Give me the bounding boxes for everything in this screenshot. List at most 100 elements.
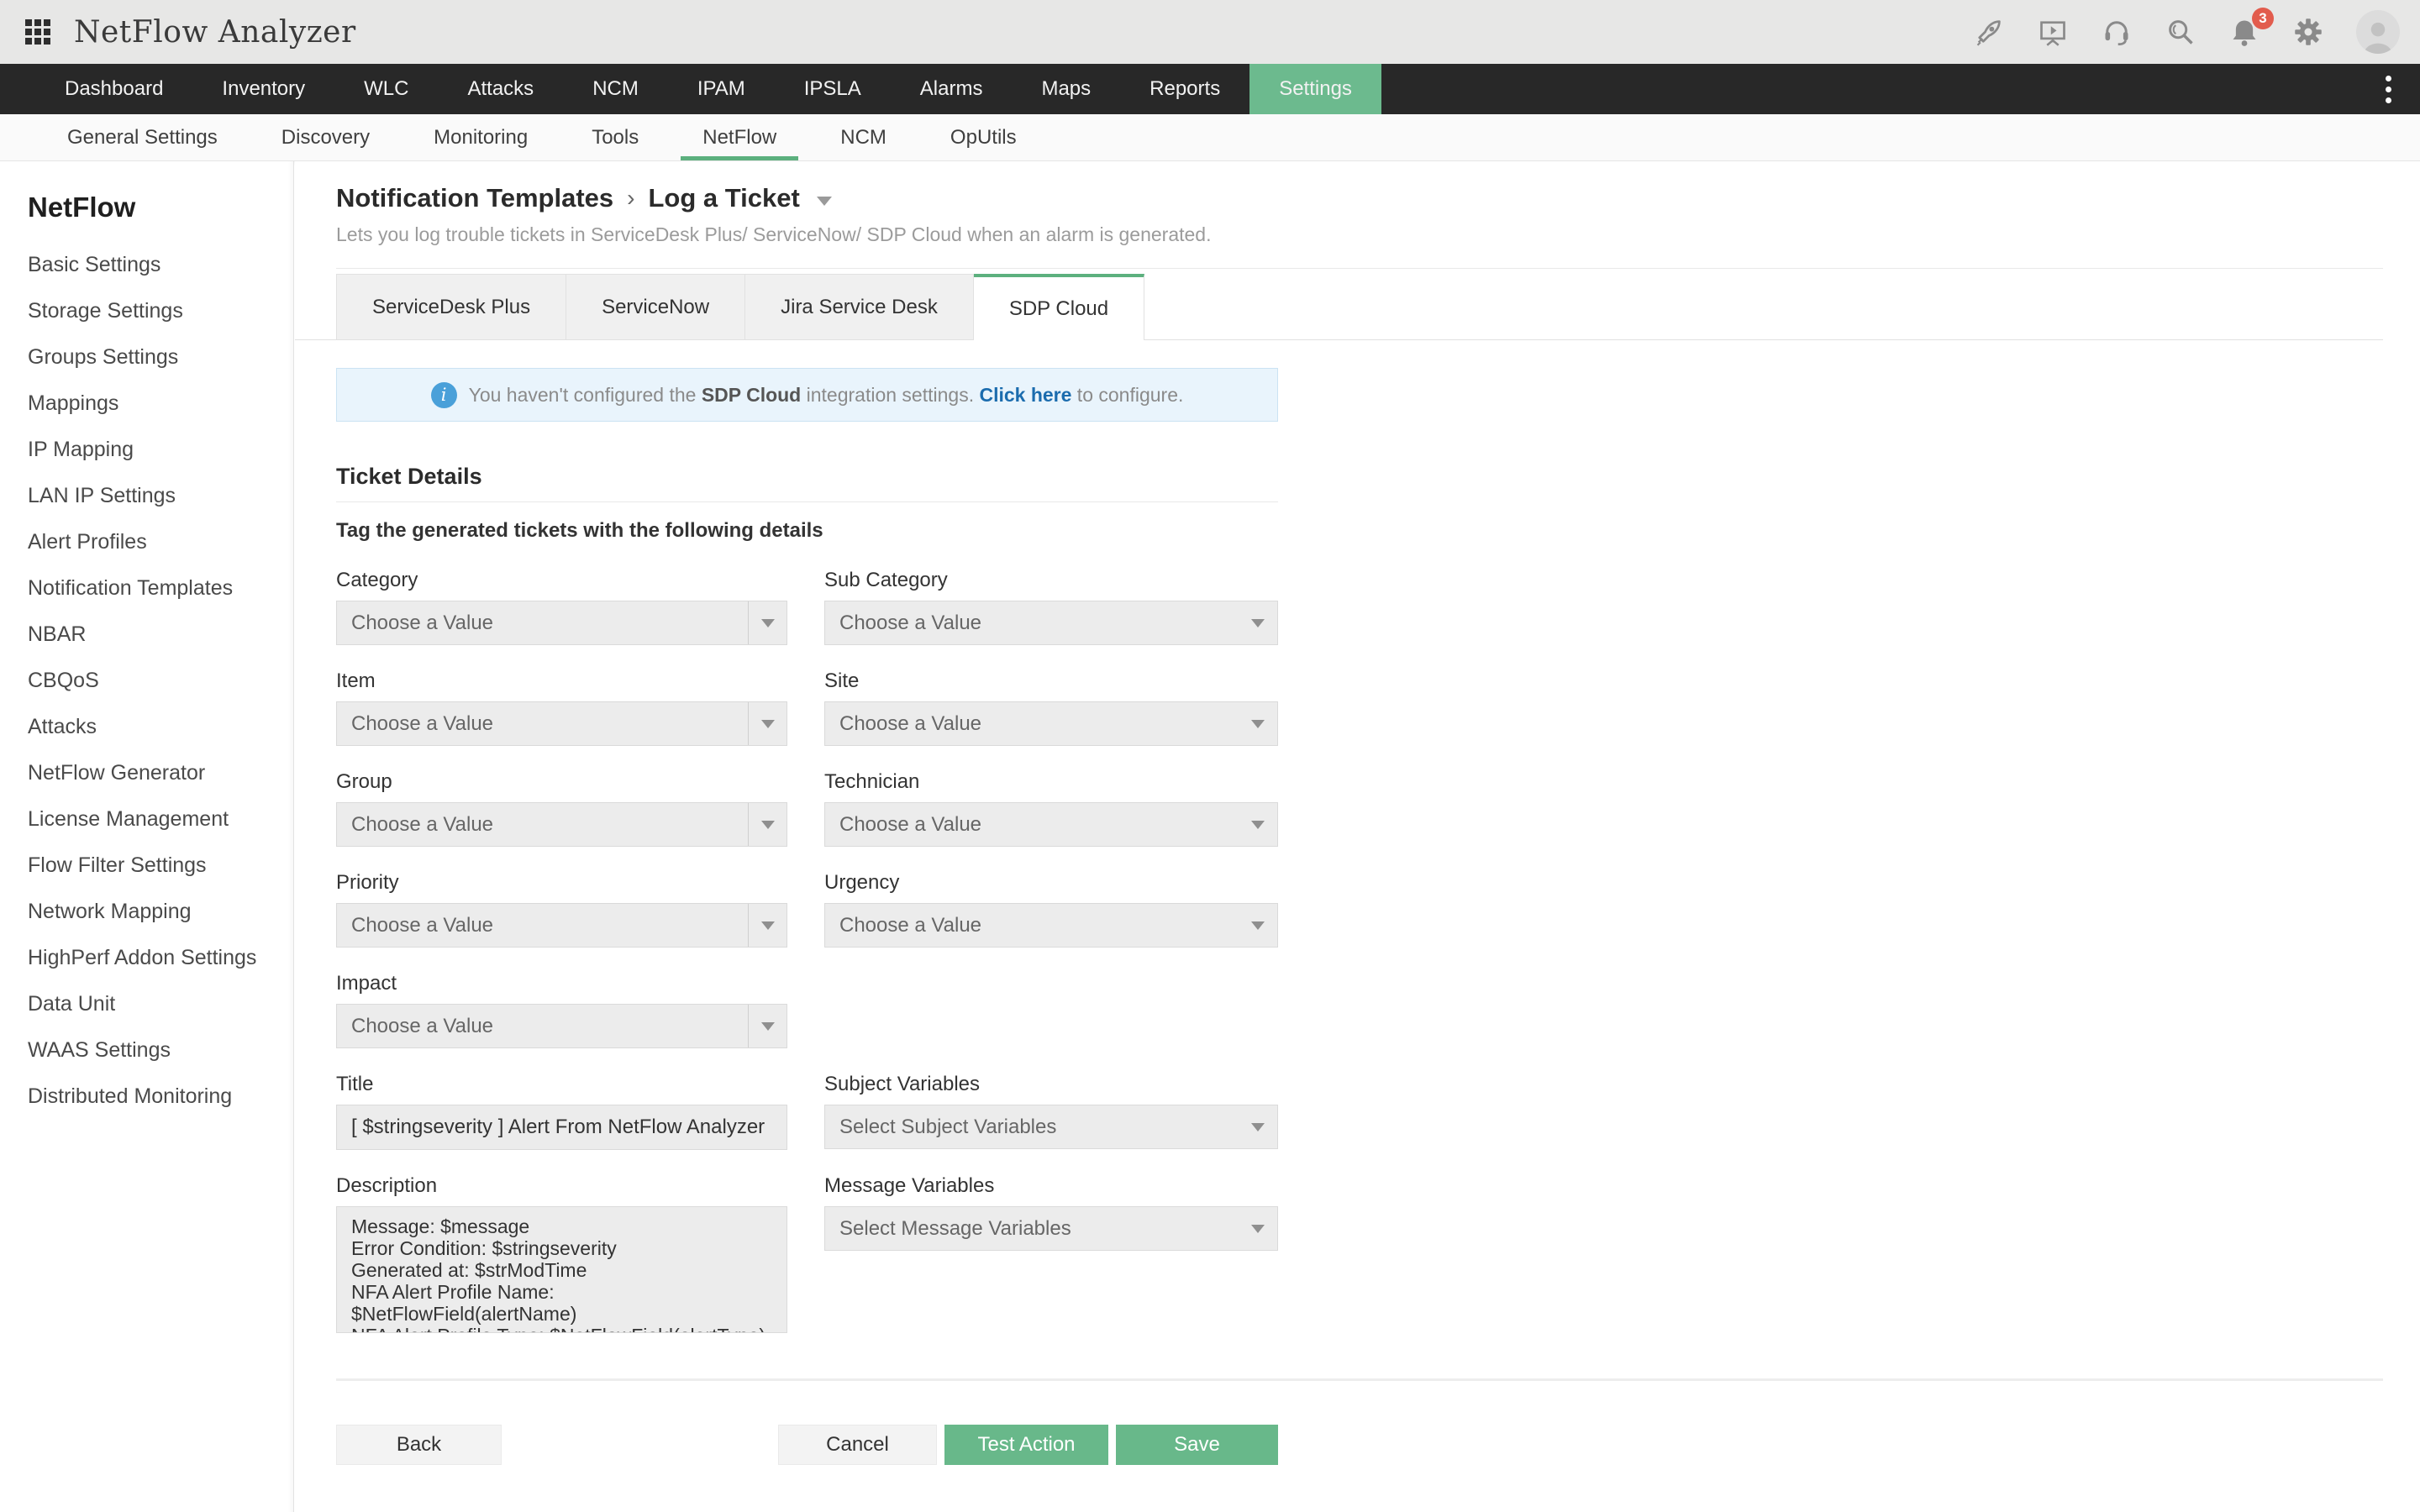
sidebar-item-cbqos[interactable]: CBQoS	[28, 669, 99, 692]
nav-reports[interactable]: Reports	[1150, 77, 1221, 100]
urgency-select[interactable]: Choose a Value	[824, 903, 1278, 948]
title-input[interactable]	[336, 1105, 787, 1150]
nav-ncm[interactable]: NCM	[592, 77, 639, 100]
sidebar-item-alert-profiles[interactable]: Alert Profiles	[28, 530, 147, 554]
subnav-tools[interactable]: Tools	[592, 125, 639, 149]
rocket-icon[interactable]	[1973, 16, 2005, 48]
subnav-monitoring[interactable]: Monitoring	[434, 125, 529, 149]
nav-ipsla[interactable]: IPSLA	[803, 77, 861, 100]
chevron-down-icon[interactable]	[816, 196, 832, 206]
item-select-value: Choose a Value	[351, 711, 494, 735]
dropdown-arrow-icon	[748, 803, 786, 846]
subject-variables-label: Subject Variables	[824, 1073, 980, 1095]
main-nav: Dashboard Inventory WLC Attacks NCM IPAM…	[0, 64, 2420, 114]
sidebar-item-notification-templates[interactable]: Notification Templates	[28, 576, 234, 600]
item-select[interactable]: Choose a Value	[336, 701, 787, 746]
sidebar-item-data-unit[interactable]: Data Unit	[28, 992, 116, 1016]
subnav-ncm[interactable]: NCM	[840, 125, 886, 149]
save-button[interactable]: Save	[1116, 1425, 1278, 1465]
sidebar-item-netflow-generator[interactable]: NetFlow Generator	[28, 761, 206, 785]
technician-label: Technician	[824, 770, 920, 793]
sidebar-item-waas-settings[interactable]: WAAS Settings	[28, 1038, 171, 1062]
dropdown-arrow-icon	[1239, 803, 1277, 846]
user-avatar[interactable]	[2356, 10, 2400, 54]
sidebar-item-distributed-monitoring[interactable]: Distributed Monitoring	[28, 1084, 233, 1108]
support-headset-icon[interactable]	[2101, 16, 2133, 48]
kebab-menu-icon[interactable]	[2371, 64, 2405, 114]
cancel-button[interactable]: Cancel	[778, 1425, 937, 1465]
app-header: NetFlow Analyzer 3	[0, 0, 2420, 64]
sidebar-item-storage-settings[interactable]: Storage Settings	[28, 299, 183, 323]
site-label: Site	[824, 669, 860, 692]
tab-servicedesk-plus[interactable]: ServiceDesk Plus	[336, 274, 567, 339]
sidebar-item-mappings[interactable]: Mappings	[28, 391, 119, 415]
nav-dashboard[interactable]: Dashboard	[65, 77, 164, 100]
subject-variables-select[interactable]: Select Subject Variables	[824, 1105, 1278, 1149]
category-label: Category	[336, 569, 418, 591]
breadcrumb-parent[interactable]: Notification Templates	[336, 183, 614, 213]
subnav-discovery[interactable]: Discovery	[281, 125, 371, 149]
info-icon: i	[430, 381, 457, 408]
breadcrumb: Notification Templates › Log a Ticket	[336, 183, 2383, 213]
sidebar-item-highperf-addon-settings[interactable]: HighPerf Addon Settings	[28, 946, 257, 969]
back-button[interactable]: Back	[336, 1425, 502, 1465]
message-variables-value: Select Message Variables	[839, 1216, 1071, 1240]
sidebar-item-license-management[interactable]: License Management	[28, 807, 229, 831]
nav-attacks[interactable]: Attacks	[467, 77, 534, 100]
sidebar-item-network-mapping[interactable]: Network Mapping	[28, 900, 192, 923]
nav-ipam[interactable]: IPAM	[697, 77, 745, 100]
notification-bell-icon[interactable]: 3	[2228, 8, 2274, 48]
subnav-netflow[interactable]: NetFlow	[671, 114, 808, 160]
sidebar-item-basic-settings[interactable]: Basic Settings	[28, 253, 161, 276]
title-label: Title	[336, 1073, 374, 1095]
priority-select-value: Choose a Value	[351, 913, 494, 937]
tab-servicenow[interactable]: ServiceNow	[566, 274, 746, 339]
message-variables-select[interactable]: Select Message Variables	[824, 1206, 1278, 1251]
sidebar-item-groups-settings[interactable]: Groups Settings	[28, 345, 179, 369]
settings-gear-icon[interactable]	[2292, 16, 2324, 48]
settings-subnav: General Settings Discovery Monitoring To…	[0, 114, 2420, 161]
notification-badge: 3	[2252, 8, 2274, 29]
page-title: Log a Ticket	[648, 183, 800, 213]
urgency-select-value: Choose a Value	[839, 913, 982, 937]
subcategory-label: Sub Category	[824, 569, 948, 591]
nav-settings[interactable]: Settings	[1249, 64, 1381, 114]
subcategory-select[interactable]: Choose a Value	[824, 601, 1278, 645]
nav-alarms[interactable]: Alarms	[919, 77, 983, 100]
tab-sdp-cloud[interactable]: SDP Cloud	[973, 274, 1145, 340]
settings-sidebar: NetFlow Basic Settings Storage Settings …	[0, 161, 294, 1512]
nav-wlc[interactable]: WLC	[364, 77, 409, 100]
presentation-play-icon[interactable]	[2037, 16, 2069, 48]
dropdown-arrow-icon	[748, 904, 786, 947]
impact-select-value: Choose a Value	[351, 1014, 494, 1037]
subnav-general-settings[interactable]: General Settings	[67, 125, 218, 149]
site-select[interactable]: Choose a Value	[824, 701, 1278, 746]
category-select[interactable]: Choose a Value	[336, 601, 787, 645]
impact-select[interactable]: Choose a Value	[336, 1004, 787, 1048]
breadcrumb-separator: ›	[627, 185, 635, 211]
test-action-button[interactable]: Test Action	[944, 1425, 1108, 1465]
sidebar-item-flow-filter-settings[interactable]: Flow Filter Settings	[28, 853, 207, 877]
subnav-oputils[interactable]: OpUtils	[950, 125, 1017, 149]
dropdown-arrow-icon	[748, 702, 786, 745]
message-variables-label: Message Variables	[824, 1174, 995, 1197]
group-select[interactable]: Choose a Value	[336, 802, 787, 847]
description-label: Description	[336, 1174, 438, 1197]
sidebar-item-nbar[interactable]: NBAR	[28, 622, 87, 646]
nav-inventory[interactable]: Inventory	[222, 77, 306, 100]
search-icon[interactable]	[2165, 16, 2196, 48]
apps-grid-icon[interactable]	[25, 19, 50, 45]
tab-jira-service-desk[interactable]: Jira Service Desk	[745, 274, 974, 339]
nav-maps[interactable]: Maps	[1041, 77, 1092, 100]
sidebar-item-lan-ip-settings[interactable]: LAN IP Settings	[28, 484, 176, 507]
dropdown-arrow-icon	[1239, 601, 1277, 644]
sidebar-item-ip-mapping[interactable]: IP Mapping	[28, 438, 134, 461]
sidebar-title: NetFlow	[28, 192, 136, 223]
technician-select[interactable]: Choose a Value	[824, 802, 1278, 847]
priority-select[interactable]: Choose a Value	[336, 903, 787, 948]
sidebar-item-attacks[interactable]: Attacks	[28, 715, 97, 738]
click-here-link[interactable]: Click here	[979, 383, 1072, 406]
dropdown-arrow-icon	[1239, 702, 1277, 745]
dropdown-arrow-icon	[1239, 904, 1277, 947]
description-textarea[interactable]: Message: $message Error Condition: $stri…	[336, 1206, 787, 1333]
